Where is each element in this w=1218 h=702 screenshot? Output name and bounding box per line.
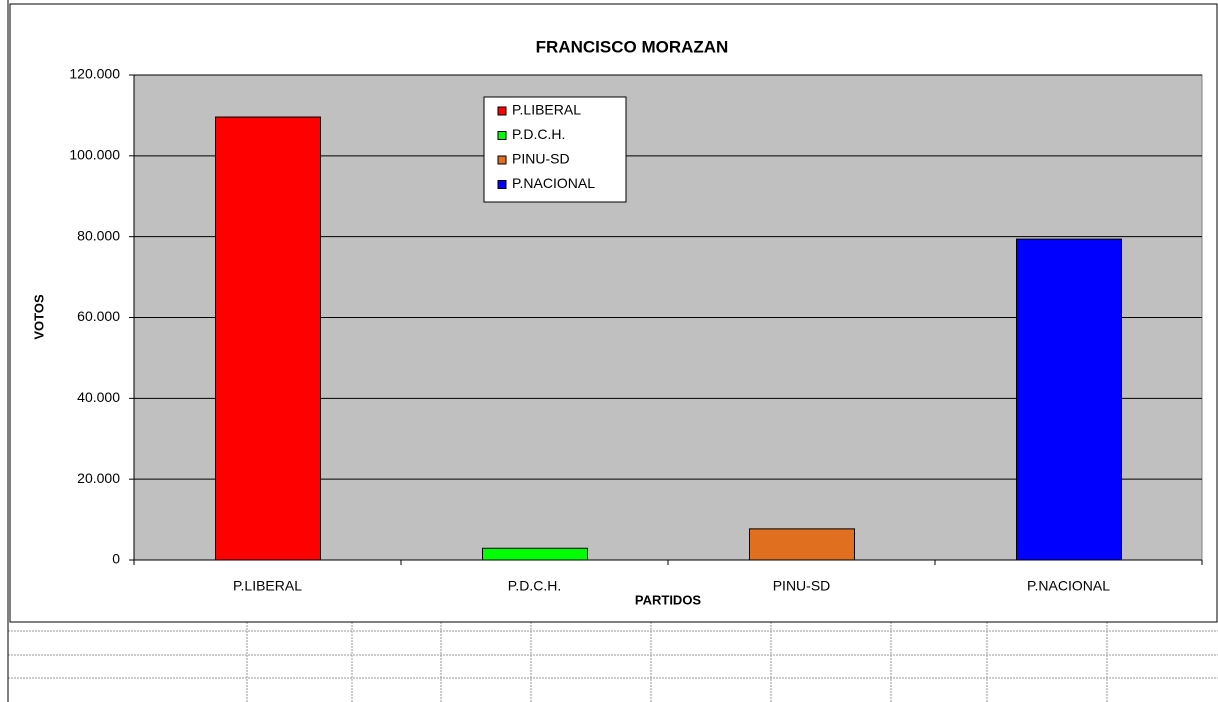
bar	[482, 547, 588, 561]
x-tick-label: P.NACIONAL	[1027, 578, 1110, 594]
legend-label: P.NACIONAL	[512, 175, 595, 191]
x-axis-label: PARTIDOS	[635, 592, 702, 607]
y-tick-label: 0	[112, 551, 120, 567]
y-axis-label: VOTOS	[31, 294, 46, 340]
spreadsheet-grid	[7, 0, 1218, 702]
legend	[483, 96, 627, 203]
x-tick-label: P.D.C.H.	[508, 578, 561, 594]
legend-label: PINU-SD	[512, 151, 570, 167]
y-tick-label: 60.000	[77, 308, 120, 324]
legend-swatch	[497, 180, 507, 189]
y-tick-label: 20.000	[77, 470, 120, 486]
legend-swatch	[497, 106, 507, 116]
y-tick-label: 120.000	[69, 66, 120, 82]
legend-label: P.D.C.H.	[512, 126, 565, 142]
chart-title: FRANCISCO MORAZAN	[536, 37, 729, 56]
legend-label: P.LIBERAL	[512, 102, 581, 118]
y-tick-label: 100.000	[69, 147, 120, 163]
bar	[215, 116, 321, 561]
legend-swatch	[497, 155, 507, 165]
y-tick-label: 40.000	[77, 389, 120, 405]
y-tick-label: 80.000	[77, 227, 120, 243]
x-tick-label: PINU-SD	[773, 578, 831, 594]
bar	[1016, 238, 1122, 561]
x-tick-label: P.LIBERAL	[233, 578, 302, 594]
legend-swatch	[497, 131, 507, 140]
bar	[749, 528, 855, 561]
